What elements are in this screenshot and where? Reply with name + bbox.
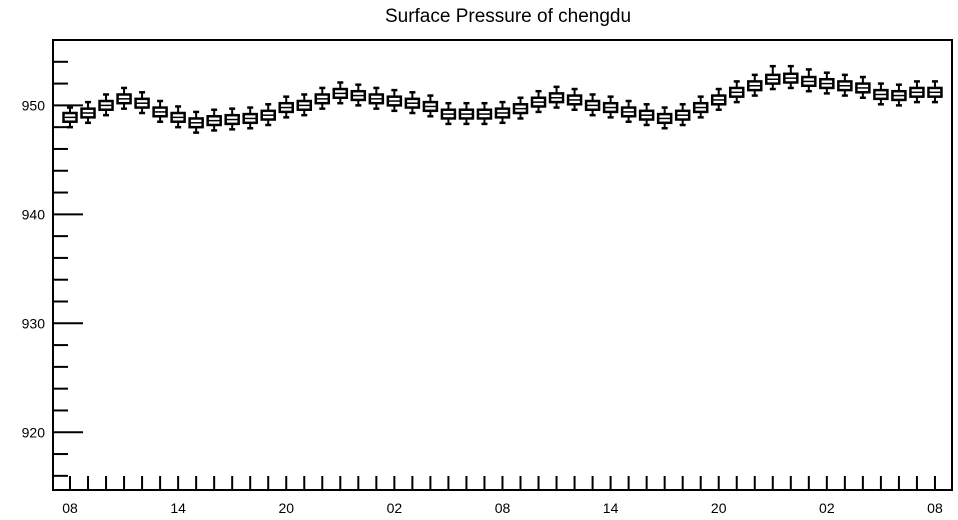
- x-axis: 08 14 20 02 08 14 20 02 08: [62, 476, 943, 516]
- box: [224, 107, 240, 131]
- box: [368, 86, 385, 110]
- box: [350, 83, 367, 107]
- box: [548, 85, 565, 109]
- box: [116, 86, 132, 110]
- box: [476, 101, 493, 126]
- box: [909, 80, 925, 104]
- box: [98, 93, 114, 117]
- y-tick-label: 940: [22, 206, 46, 222]
- box-series: [62, 64, 943, 134]
- box: [819, 71, 835, 95]
- box: [566, 87, 583, 111]
- box: [692, 95, 709, 119]
- chart-title: Surface Pressure of chengdu: [385, 6, 631, 27]
- x-tick-label: 14: [603, 500, 619, 516]
- box: [80, 100, 96, 125]
- x-tick-label: 14: [170, 500, 186, 516]
- box: [620, 99, 637, 123]
- box: [927, 80, 943, 104]
- box: [422, 94, 439, 118]
- x-tick-label: 08: [495, 500, 511, 516]
- x-tick-label: 02: [387, 500, 403, 516]
- box: [458, 101, 475, 126]
- box: [837, 73, 853, 97]
- box: [440, 101, 457, 126]
- box: [170, 105, 186, 129]
- x-tick-label: 20: [711, 500, 727, 516]
- box: [602, 95, 619, 119]
- box: [134, 91, 150, 115]
- box: [728, 80, 745, 104]
- box: [314, 86, 331, 110]
- y-tick-label: 950: [22, 97, 46, 113]
- box: [656, 106, 673, 130]
- box: [584, 93, 601, 117]
- box: [783, 64, 799, 90]
- x-tick-label: 08: [927, 500, 943, 516]
- x-tick-label: 20: [278, 500, 294, 516]
- box: [404, 91, 421, 115]
- box: [638, 103, 655, 127]
- box: [873, 82, 889, 106]
- box: [62, 106, 78, 129]
- box: [855, 75, 871, 99]
- y-tick-label: 920: [22, 424, 46, 440]
- box: [512, 96, 529, 120]
- x-tick-label: 02: [819, 500, 835, 516]
- x-tick-label: 08: [62, 500, 78, 516]
- box: [494, 100, 511, 125]
- box: [332, 81, 349, 105]
- box: [765, 64, 781, 91]
- box: [674, 103, 691, 127]
- box: [386, 88, 403, 113]
- y-tick-label: 930: [22, 315, 46, 331]
- y-axis: 920 930 940 950: [22, 39, 83, 477]
- box: [206, 108, 222, 132]
- box: [747, 73, 763, 97]
- box: [242, 106, 258, 130]
- box: [710, 87, 727, 111]
- box: [530, 89, 547, 114]
- box: [801, 68, 817, 93]
- box: [260, 103, 276, 127]
- box: [152, 99, 168, 123]
- box: [296, 93, 313, 117]
- box: [891, 83, 907, 107]
- box: [278, 95, 294, 119]
- box: [188, 110, 204, 134]
